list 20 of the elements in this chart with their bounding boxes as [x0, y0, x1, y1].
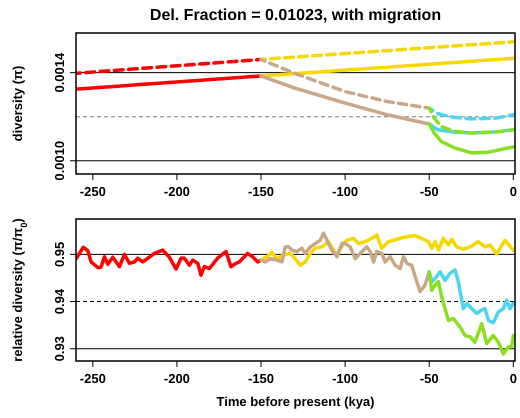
- x-tick-label: -50: [420, 371, 439, 386]
- y-tick-label: 0.95: [52, 242, 67, 268]
- x-tick-label: 0: [510, 371, 517, 386]
- x-tick-label: -100: [332, 371, 358, 386]
- x-tick-label: -250: [80, 184, 106, 199]
- x-tick-label: -200: [164, 371, 190, 386]
- y-tick-label: 0.94: [52, 288, 67, 314]
- x-tick-label: -150: [248, 184, 274, 199]
- x-tick-label: -150: [248, 371, 274, 386]
- x-tick-label: -50: [420, 184, 439, 199]
- y-tick-label: 0.0014: [52, 52, 67, 93]
- x-axis-title: Time before present (kya): [216, 394, 374, 409]
- x-tick-label: 0: [510, 184, 517, 199]
- y-tick-label: 0.93: [52, 336, 67, 362]
- chart-title: Del. Fraction = 0.01023, with migration: [150, 7, 442, 24]
- x-tick-label: -250: [80, 371, 106, 386]
- x-tick-label: -100: [332, 184, 358, 199]
- y-axis-title: diversity (π): [10, 66, 25, 142]
- y-tick-label: 0.0010: [52, 140, 67, 181]
- x-tick-label: -200: [164, 184, 190, 199]
